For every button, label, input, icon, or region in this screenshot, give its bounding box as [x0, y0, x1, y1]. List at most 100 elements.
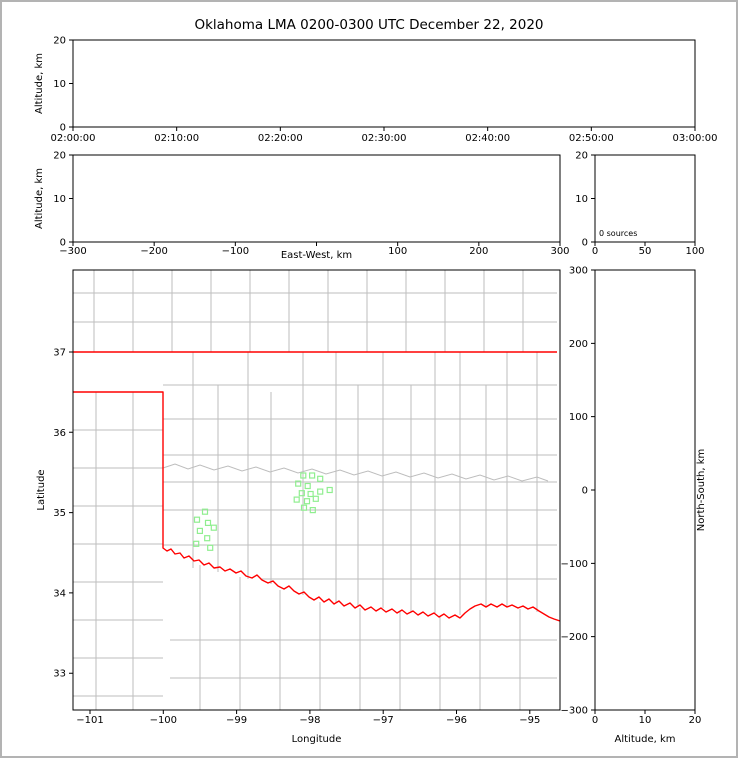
lma-station-marker	[193, 540, 200, 547]
lma-station-markers	[193, 472, 333, 551]
x-tick-label: 10	[639, 715, 652, 726]
lma-station-marker	[309, 507, 316, 514]
y-tick-label: 36	[53, 428, 66, 439]
county-lines-kansas	[73, 270, 557, 352]
x-tick-label: −95	[519, 715, 540, 726]
y-tick-label: 20	[53, 151, 66, 162]
ns-height-y-tickmarks	[591, 269, 595, 711]
lma-station-marker	[298, 490, 305, 497]
x-tick-label: 02:40:00	[465, 133, 510, 144]
county-boundaries	[73, 270, 557, 710]
y-tick-label: 20	[53, 36, 66, 47]
x-tick-label: 02:00:00	[51, 133, 96, 144]
x-tick-label: −99	[226, 715, 247, 726]
y-tick-label: 33	[53, 669, 66, 680]
ns-height-panel: 300 200 100 0 −100 −200 −300 North-South…	[561, 266, 707, 746]
lma-station-marker	[293, 496, 300, 503]
x-tick-label: 02:30:00	[362, 133, 407, 144]
time-height-frame	[72, 39, 696, 128]
y-tick-label: 34	[53, 588, 66, 599]
source-count-annotation: 0 sources	[599, 229, 637, 238]
y-tick-label: −100	[561, 559, 588, 570]
lma-station-marker	[326, 486, 333, 494]
lma-station-marker	[196, 527, 203, 535]
x-tick-label: 200	[469, 246, 488, 257]
map-content	[73, 270, 560, 710]
histogram-x-tickmarks	[594, 242, 696, 246]
x-tick-label: 100	[388, 246, 407, 257]
x-tick-label: 03:00:00	[673, 133, 718, 144]
time-height-x-tickmarks	[72, 127, 696, 131]
y-tick-label: 300	[569, 266, 588, 277]
lma-station-marker	[307, 490, 314, 498]
county-lines-texas-south	[170, 565, 557, 710]
x-tick-label: −98	[299, 715, 320, 726]
ns-height-ylabel: North-South, km	[696, 449, 707, 532]
y-tick-label: 0	[60, 123, 66, 134]
x-tick-label: 20	[689, 715, 702, 726]
y-tick-label: −200	[561, 632, 588, 643]
map-panel: 37 36 35 34 33 Latitude −101 −100 −99 −9…	[36, 269, 561, 745]
y-tick-label: 20	[575, 151, 588, 162]
lma-station-marker	[300, 504, 308, 511]
ew-height-panel: 20 10 0 Altitude, km −300 −200 −100 100 …	[34, 151, 570, 262]
x-tick-label: 100	[685, 246, 704, 257]
state-boundary	[73, 351, 560, 622]
figure-title: Oklahoma LMA 0200-0300 UTC December 22, …	[194, 17, 543, 33]
county-lines-texas-panhandle	[73, 392, 163, 710]
y-tick-label: 0	[582, 238, 588, 249]
lma-station-marker	[309, 472, 316, 479]
x-tick-label: 0	[592, 246, 598, 257]
time-height-ylabel: Altitude, km	[34, 53, 45, 114]
x-tick-label: 50	[639, 246, 652, 257]
x-tick-label: −101	[76, 715, 103, 726]
y-tick-label: 10	[53, 194, 66, 205]
y-tick-label: 100	[569, 412, 588, 423]
y-tick-label: −300	[561, 706, 588, 717]
x-tick-label: 0	[592, 715, 598, 726]
ns-height-frame	[594, 269, 696, 711]
lma-station-marker	[303, 498, 311, 505]
x-tick-label: −100	[222, 246, 249, 257]
lma-station-marker	[201, 508, 209, 515]
map-y-tickmarks	[69, 351, 73, 674]
y-tick-label: 10	[575, 194, 588, 205]
lma-station-marker	[312, 495, 319, 502]
lma-station-marker	[317, 488, 324, 495]
ew-height-ylabel: Altitude, km	[34, 168, 45, 229]
time-height-panel: 20 10 0 Altitude, km 02:00:00 02:10:00 0…	[34, 36, 717, 145]
map-x-tickmarks	[89, 710, 531, 714]
x-tick-label: −96	[446, 715, 467, 726]
lma-station-marker	[193, 516, 201, 523]
lma-station-marker	[300, 472, 307, 479]
county-line-river	[162, 463, 549, 482]
y-tick-label: 0	[582, 486, 588, 497]
time-height-y-tickmarks	[69, 39, 73, 128]
y-tick-label: 37	[53, 348, 66, 359]
y-tick-label: 200	[569, 339, 588, 350]
state-border-west-and-red-river	[73, 391, 560, 622]
x-tick-label: 02:20:00	[258, 133, 303, 144]
x-tick-label: 02:10:00	[154, 133, 199, 144]
y-tick-label: 35	[53, 508, 66, 519]
map-frame	[72, 269, 561, 711]
county-lines-oklahoma-horizontal	[163, 384, 557, 580]
lma-station-marker	[204, 519, 212, 527]
x-tick-label: −100	[150, 715, 177, 726]
ew-height-x-tickmarks	[72, 242, 561, 246]
x-tick-label: −200	[140, 246, 167, 257]
histogram-y-tickmarks	[591, 154, 595, 243]
lma-station-marker	[317, 475, 324, 482]
lma-station-marker	[204, 535, 211, 542]
x-tick-label: 02:50:00	[569, 133, 614, 144]
ew-height-frame	[72, 154, 561, 243]
altitude-histogram-panel: 20 10 0 0 50 100 0 sources	[575, 151, 704, 258]
ns-height-xlabel: Altitude, km	[615, 734, 676, 745]
lma-station-marker	[207, 544, 214, 551]
ew-height-xlabel: East-West, km	[281, 250, 352, 261]
lma-station-marker	[210, 524, 217, 531]
map-ylabel: Latitude	[36, 469, 47, 510]
